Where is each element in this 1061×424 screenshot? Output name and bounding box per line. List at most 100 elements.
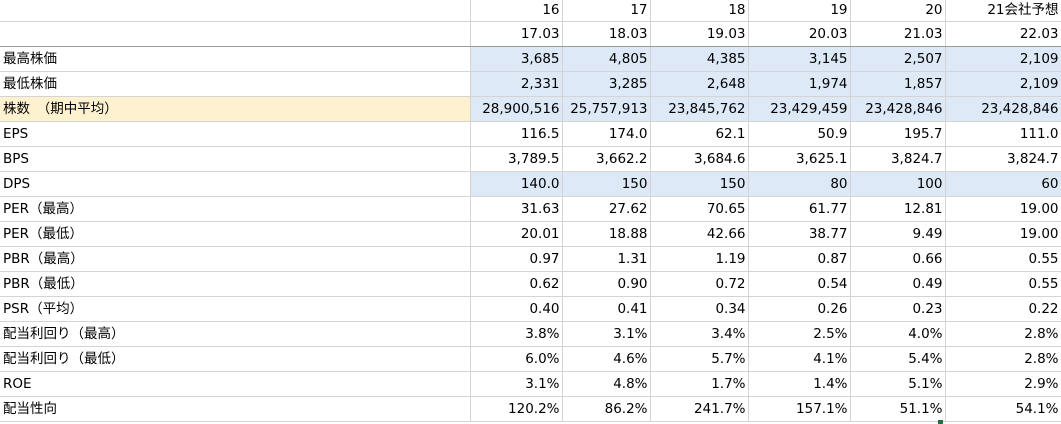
value-cell[interactable]: 5.1% bbox=[850, 371, 946, 397]
row-label-cell[interactable]: 最高株価 bbox=[0, 46, 471, 72]
value-cell[interactable]: 23,428,846 bbox=[850, 96, 946, 122]
value-cell[interactable]: 54.1% bbox=[945, 396, 1061, 422]
value-cell[interactable]: 0.97 bbox=[470, 246, 563, 272]
row-label-cell[interactable]: ROE bbox=[0, 371, 471, 397]
value-cell[interactable]: 2.5% bbox=[748, 321, 851, 347]
row-label-cell[interactable]: 配当性向 bbox=[0, 396, 471, 422]
header-period-cell[interactable]: 20.03 bbox=[748, 21, 851, 47]
value-cell[interactable]: 28,900,516 bbox=[470, 96, 563, 122]
value-cell[interactable]: 4.1% bbox=[748, 346, 851, 372]
value-cell[interactable]: 3,789.5 bbox=[470, 146, 563, 172]
value-cell[interactable]: 0.23 bbox=[850, 296, 946, 322]
header-year-cell[interactable]: 21会社予想 bbox=[945, 0, 1061, 22]
value-cell[interactable]: 0.55 bbox=[945, 246, 1061, 272]
value-cell[interactable]: 60 bbox=[945, 171, 1061, 197]
header-corner-cell[interactable] bbox=[0, 21, 471, 47]
header-year-cell[interactable]: 20 bbox=[850, 0, 946, 22]
value-cell[interactable]: 42.66 bbox=[650, 221, 749, 247]
header-period-cell[interactable]: 17.03 bbox=[470, 21, 563, 47]
value-cell[interactable]: 5.4% bbox=[850, 346, 946, 372]
value-cell[interactable]: 38.77 bbox=[748, 221, 851, 247]
row-label-cell[interactable]: PSR（平均） bbox=[0, 296, 471, 322]
value-cell[interactable]: 100 bbox=[850, 171, 946, 197]
header-period-cell[interactable]: 19.03 bbox=[650, 21, 749, 47]
header-year-cell[interactable]: 19 bbox=[748, 0, 851, 22]
value-cell[interactable]: 116.5 bbox=[470, 121, 563, 147]
value-cell[interactable]: 4.0% bbox=[850, 321, 946, 347]
value-cell[interactable]: 2,648 bbox=[650, 71, 749, 97]
value-cell[interactable]: 0.55 bbox=[945, 271, 1061, 297]
value-cell[interactable]: 5.7% bbox=[650, 346, 749, 372]
row-label-cell[interactable]: EPS bbox=[0, 121, 471, 147]
value-cell[interactable]: 0.72 bbox=[650, 271, 749, 297]
value-cell[interactable]: 1,857 bbox=[850, 71, 946, 97]
header-period-cell[interactable]: 18.03 bbox=[562, 21, 651, 47]
value-cell[interactable]: 23,428,846 bbox=[945, 96, 1061, 122]
value-cell[interactable]: 0.41 bbox=[562, 296, 651, 322]
value-cell[interactable]: 3.1% bbox=[562, 321, 651, 347]
row-label-cell[interactable]: PER（最低） bbox=[0, 221, 471, 247]
value-cell[interactable]: 0.62 bbox=[470, 271, 563, 297]
value-cell[interactable]: 86.2% bbox=[562, 396, 651, 422]
value-cell[interactable]: 4,805 bbox=[562, 46, 651, 72]
row-label-cell[interactable]: 配当利回り（最高） bbox=[0, 321, 471, 347]
value-cell[interactable]: 3,285 bbox=[562, 71, 651, 97]
value-cell[interactable]: 0.22 bbox=[945, 296, 1061, 322]
row-label-cell[interactable]: PBR（最高） bbox=[0, 246, 471, 272]
value-cell[interactable]: 241.7% bbox=[650, 396, 749, 422]
value-cell[interactable]: 140.0 bbox=[470, 171, 563, 197]
value-cell[interactable]: 0.66 bbox=[850, 246, 946, 272]
value-cell[interactable]: 70.65 bbox=[650, 196, 749, 222]
value-cell[interactable]: 2,109 bbox=[945, 46, 1061, 72]
value-cell[interactable]: 2,331 bbox=[470, 71, 563, 97]
value-cell[interactable]: 2,109 bbox=[945, 71, 1061, 97]
value-cell[interactable]: 2.9% bbox=[945, 371, 1061, 397]
value-cell[interactable]: 19.00 bbox=[945, 196, 1061, 222]
value-cell[interactable]: 195.7 bbox=[850, 121, 946, 147]
value-cell[interactable]: 111.0 bbox=[945, 121, 1061, 147]
value-cell[interactable]: 3,824.7 bbox=[850, 146, 946, 172]
value-cell[interactable]: 6.0% bbox=[470, 346, 563, 372]
value-cell[interactable]: 3,684.6 bbox=[650, 146, 749, 172]
value-cell[interactable]: 3,625.1 bbox=[748, 146, 851, 172]
value-cell[interactable]: 3.4% bbox=[650, 321, 749, 347]
header-period-cell[interactable]: 21.03 bbox=[850, 21, 946, 47]
value-cell[interactable]: 27.62 bbox=[562, 196, 651, 222]
value-cell[interactable]: 3,685 bbox=[470, 46, 563, 72]
value-cell[interactable]: 0.49 bbox=[850, 271, 946, 297]
value-cell[interactable]: 1.4% bbox=[748, 371, 851, 397]
value-cell[interactable]: 3,662.2 bbox=[562, 146, 651, 172]
value-cell[interactable]: 50.9 bbox=[748, 121, 851, 147]
value-cell[interactable]: 2.8% bbox=[945, 321, 1061, 347]
value-cell[interactable]: 0.54 bbox=[748, 271, 851, 297]
value-cell[interactable]: 18.88 bbox=[562, 221, 651, 247]
header-corner-cell[interactable] bbox=[0, 0, 471, 22]
value-cell[interactable]: 1.7% bbox=[650, 371, 749, 397]
value-cell[interactable]: 12.81 bbox=[850, 196, 946, 222]
row-label-cell[interactable]: PER（最高） bbox=[0, 196, 471, 222]
value-cell[interactable]: 3,824.7 bbox=[945, 146, 1061, 172]
row-label-cell[interactable]: 株数 （期中平均） bbox=[0, 96, 471, 122]
value-cell[interactable]: 62.1 bbox=[650, 121, 749, 147]
value-cell[interactable]: 120.2% bbox=[470, 396, 563, 422]
value-cell[interactable]: 20.01 bbox=[470, 221, 563, 247]
row-label-cell[interactable]: 配当利回り（最低） bbox=[0, 346, 471, 372]
value-cell[interactable]: 0.90 bbox=[562, 271, 651, 297]
value-cell[interactable]: 51.1% bbox=[850, 396, 946, 422]
row-label-cell[interactable]: DPS bbox=[0, 171, 471, 197]
value-cell[interactable]: 1.31 bbox=[562, 246, 651, 272]
value-cell[interactable]: 80 bbox=[748, 171, 851, 197]
value-cell[interactable]: 4.6% bbox=[562, 346, 651, 372]
value-cell[interactable]: 0.34 bbox=[650, 296, 749, 322]
row-label-cell[interactable]: BPS bbox=[0, 146, 471, 172]
value-cell[interactable]: 2,507 bbox=[850, 46, 946, 72]
value-cell[interactable]: 0.26 bbox=[748, 296, 851, 322]
row-label-cell[interactable]: 最低株価 bbox=[0, 71, 471, 97]
row-label-cell[interactable]: PBR（最低） bbox=[0, 271, 471, 297]
header-year-cell[interactable]: 18 bbox=[650, 0, 749, 22]
value-cell[interactable]: 157.1% bbox=[748, 396, 851, 422]
value-cell[interactable]: 61.77 bbox=[748, 196, 851, 222]
value-cell[interactable]: 19.00 bbox=[945, 221, 1061, 247]
value-cell[interactable]: 2.8% bbox=[945, 346, 1061, 372]
value-cell[interactable]: 31.63 bbox=[470, 196, 563, 222]
